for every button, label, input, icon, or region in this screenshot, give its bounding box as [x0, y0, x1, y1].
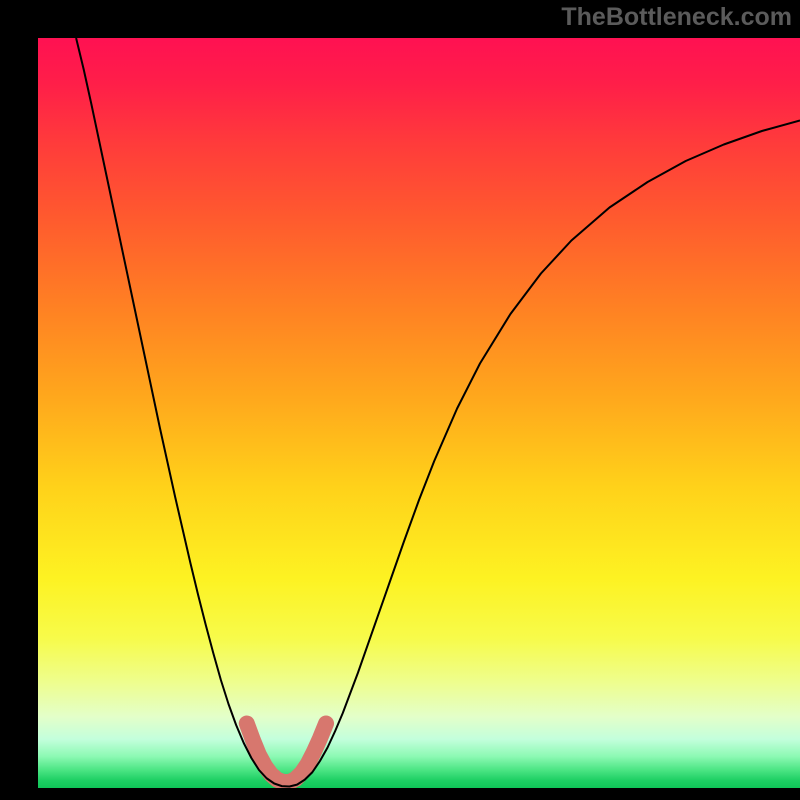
chart-svg	[38, 38, 800, 788]
watermark-text: TheBottleneck.com	[561, 3, 792, 32]
gradient-background	[38, 38, 800, 788]
plot-area	[38, 38, 800, 788]
